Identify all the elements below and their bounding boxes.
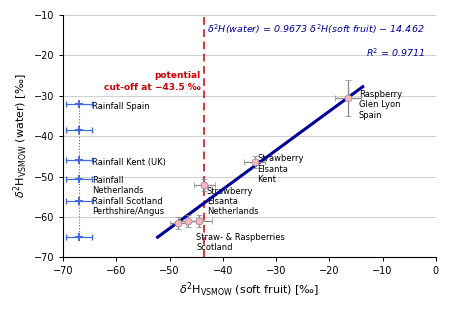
Y-axis label: $\delta^2$H$_{\rm VSMOW}$ (water) [‰]: $\delta^2$H$_{\rm VSMOW}$ (water) [‰] [11,74,30,198]
Text: potential: potential [154,71,201,80]
Text: Rainfall Kent (UK): Rainfall Kent (UK) [93,158,166,167]
Text: cut-off at −43.5 ‰: cut-off at −43.5 ‰ [104,83,201,92]
Text: Rainfall Scotland
Perthshire/Angus: Rainfall Scotland Perthshire/Angus [93,197,165,216]
X-axis label: $\delta^2$H$_{\rm VSMOW}$ (soft fruit) [‰]: $\delta^2$H$_{\rm VSMOW}$ (soft fruit) [… [180,281,320,299]
Text: Raspberry
Glen Lyon
Spain: Raspberry Glen Lyon Spain [359,90,402,120]
Text: R$^2$ = 0.9711: R$^2$ = 0.9711 [366,46,425,59]
Text: Strawberry
Elsanta
Kent: Strawberry Elsanta Kent [257,154,304,184]
Text: Straw- & Raspberries
Scotland: Straw- & Raspberries Scotland [196,233,285,252]
Text: Rainfall
Netherlands: Rainfall Netherlands [93,176,144,195]
Text: $\delta^2$H(water) = 0.9673 $\delta^2$H(soft fruit) $-$ 14.462: $\delta^2$H(water) = 0.9673 $\delta^2$H(… [207,22,425,36]
Text: Rainfall Spain: Rainfall Spain [93,102,150,111]
Text: Strawberry
Elsanta
Netherlands: Strawberry Elsanta Netherlands [207,187,259,216]
